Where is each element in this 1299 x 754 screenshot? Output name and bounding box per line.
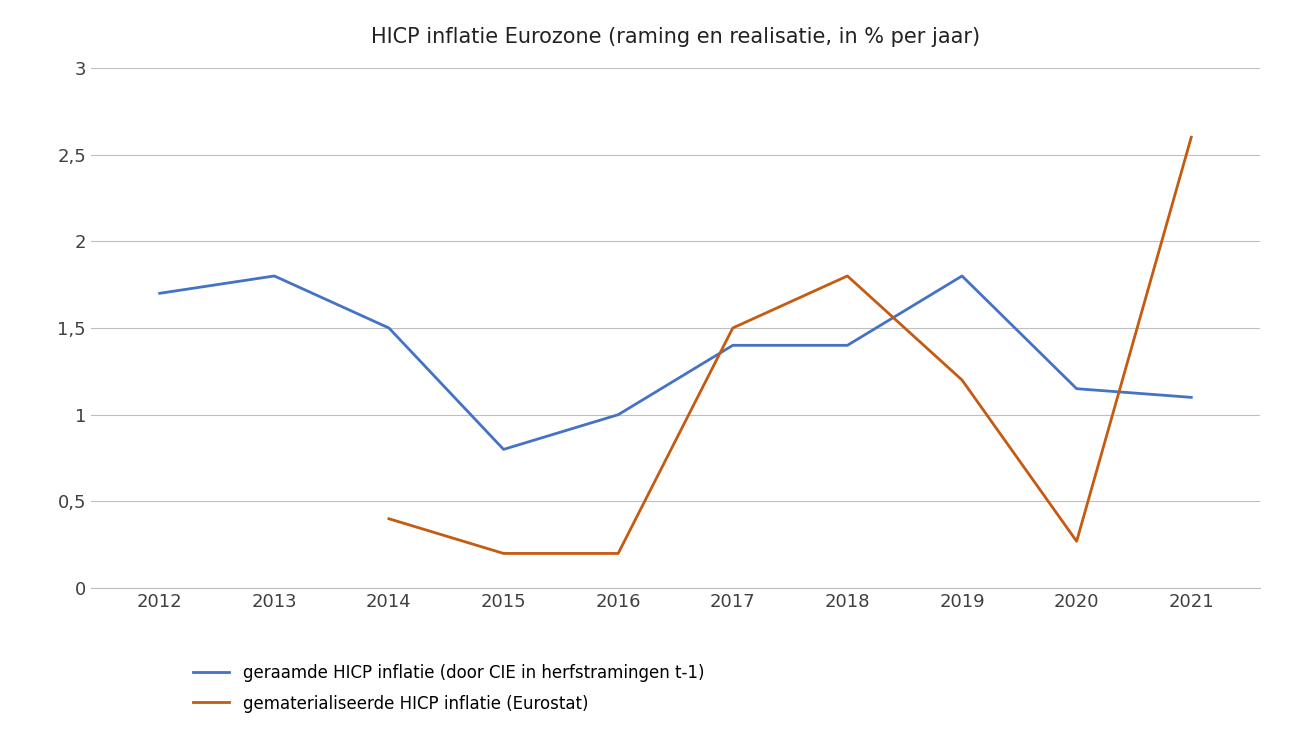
gematerialiseerde HICP inflatie (Eurostat) bbox=[381, 514, 396, 523]
gematerialiseerde HICP inflatie (Eurostat) bbox=[611, 549, 626, 558]
Line: gematerialiseerde HICP inflatie (Eurostat): gematerialiseerde HICP inflatie (Eurosta… bbox=[160, 137, 1191, 553]
geraamde HICP inflatie (door CIE in herfstramingen t-1) bbox=[955, 271, 970, 280]
gematerialiseerde HICP inflatie (Eurostat) bbox=[1069, 537, 1085, 546]
gematerialiseerde HICP inflatie (Eurostat) bbox=[839, 271, 855, 280]
geraamde HICP inflatie (door CIE in herfstramingen t-1) bbox=[1069, 385, 1085, 394]
gematerialiseerde HICP inflatie (Eurostat) bbox=[725, 323, 740, 333]
geraamde HICP inflatie (door CIE in herfstramingen t-1) bbox=[496, 445, 512, 454]
gematerialiseerde HICP inflatie (Eurostat) bbox=[1183, 133, 1199, 142]
Title: HICP inflatie Eurozone (raming en realisatie, in % per jaar): HICP inflatie Eurozone (raming en realis… bbox=[372, 27, 979, 47]
geraamde HICP inflatie (door CIE in herfstramingen t-1) bbox=[725, 341, 740, 350]
geraamde HICP inflatie (door CIE in herfstramingen t-1) bbox=[1183, 393, 1199, 402]
geraamde HICP inflatie (door CIE in herfstramingen t-1) bbox=[152, 289, 168, 298]
gematerialiseerde HICP inflatie (Eurostat) bbox=[152, 150, 168, 159]
Line: geraamde HICP inflatie (door CIE in herfstramingen t-1): geraamde HICP inflatie (door CIE in herf… bbox=[160, 276, 1191, 449]
gematerialiseerde HICP inflatie (Eurostat) bbox=[496, 549, 512, 558]
geraamde HICP inflatie (door CIE in herfstramingen t-1) bbox=[839, 341, 855, 350]
geraamde HICP inflatie (door CIE in herfstramingen t-1) bbox=[611, 410, 626, 419]
geraamde HICP inflatie (door CIE in herfstramingen t-1) bbox=[381, 323, 396, 333]
geraamde HICP inflatie (door CIE in herfstramingen t-1) bbox=[266, 271, 282, 280]
gematerialiseerde HICP inflatie (Eurostat) bbox=[955, 375, 970, 385]
Legend: geraamde HICP inflatie (door CIE in herfstramingen t-1), gematerialiseerde HICP : geraamde HICP inflatie (door CIE in herf… bbox=[192, 664, 704, 713]
